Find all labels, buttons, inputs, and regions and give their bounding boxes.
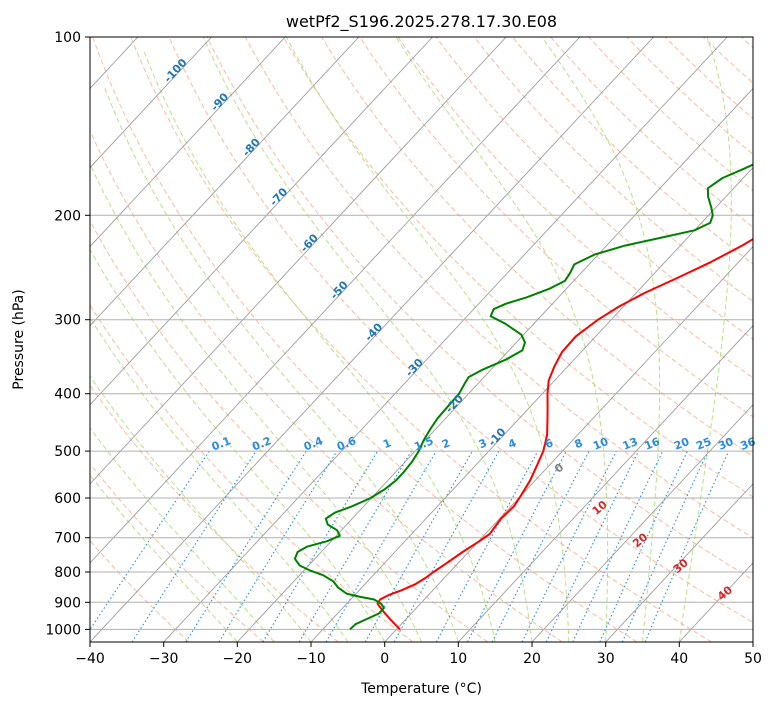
x-tick-label: 50 (744, 651, 762, 667)
mixing-ratio-line (491, 450, 590, 642)
y-tick-label: 400 (54, 387, 81, 403)
mixing-ratio-line (185, 450, 307, 642)
isotherm-line (90, 37, 433, 406)
mixing-ratio-line (364, 450, 473, 642)
mixing-ratio-label: 2 (440, 436, 452, 451)
isotherm-line (457, 324, 753, 642)
dry-adiabat (244, 37, 753, 539)
mixing-ratio-label: 3 (477, 436, 489, 451)
x-tick-label: 30 (597, 651, 615, 667)
mixing-ratio-label: 13 (621, 435, 640, 453)
mixing-ratio-line (131, 450, 257, 642)
y-tick-label: 100 (54, 30, 81, 46)
x-tick-label: 10 (449, 651, 467, 667)
y-tick-label: 300 (54, 313, 81, 329)
mixing-ratio-line (435, 450, 539, 642)
y-axis-label: Pressure (hPa) (11, 289, 27, 389)
x-tick-label: −30 (149, 651, 179, 667)
dry-adiabat (168, 37, 753, 624)
mixing-ratio-label: 1 (381, 436, 393, 451)
isotherm-line (90, 37, 212, 169)
moist-adiabat (285, 37, 570, 642)
isotherm-line (531, 404, 753, 642)
moist-adiabat (541, 37, 661, 642)
y-tick-label: 500 (54, 444, 81, 460)
moist-adiabat (90, 248, 386, 642)
plot-frame (89, 36, 754, 643)
moist-adiabat (90, 474, 238, 642)
mixing-ratio-line (621, 450, 709, 642)
dry-adiabat (206, 37, 753, 581)
mixing-ratio-line (393, 450, 500, 642)
dewpoint-trace (293, 163, 753, 631)
x-tick-label: 40 (670, 651, 688, 667)
moist-adiabat (90, 316, 349, 642)
profile-traces (293, 163, 753, 631)
dry-adiabat (511, 37, 753, 265)
dry-adiabat (130, 37, 712, 642)
plot-area (90, 37, 753, 642)
y-tick-label: 800 (54, 565, 81, 581)
isotherm-line (90, 37, 654, 642)
moist-adiabat (678, 37, 732, 642)
dry-adiabat (282, 37, 753, 498)
background-lines (90, 37, 753, 642)
x-axis-label: Temperature (°C) (360, 681, 482, 697)
x-tick-label: −20 (223, 651, 253, 667)
mixing-ratio-label: 20 (672, 435, 691, 453)
isotherm-line (163, 37, 728, 642)
dry-adiabat (588, 37, 753, 192)
x-axis: −40 −30 −20 −10 0 10 20 30 40 50 (75, 642, 762, 667)
dry-adiabat (92, 37, 638, 642)
dry-adiabat (435, 37, 753, 340)
mixing-ratio-label: 10 (591, 435, 610, 453)
y-axis: 1000 900 800 700 600 500 400 300 200 100 (45, 30, 90, 638)
moist-adiabat (90, 427, 275, 642)
dry-adiabat (397, 37, 753, 379)
isotherm-line (605, 483, 753, 642)
y-tick-label: 900 (54, 595, 81, 611)
mixing-ratio-label: 8 (573, 436, 585, 451)
x-tick-label: −40 (75, 651, 105, 667)
moist-adiabat (143, 51, 496, 642)
grid (90, 37, 753, 642)
dry-adiabat (90, 129, 563, 642)
dry-adiabat (90, 304, 414, 642)
isotherm-line (236, 87, 753, 642)
y-tick-label: 200 (54, 208, 81, 224)
isotherm-line (90, 37, 581, 564)
isotherm-line (90, 37, 360, 327)
mixing-ratio-label: 30 (716, 435, 735, 453)
x-tick-label: −10 (296, 651, 326, 667)
dry-adiabat (321, 37, 753, 458)
moist-adiabat (90, 375, 312, 642)
isotherm-line (90, 37, 286, 248)
isotherm-line (310, 166, 753, 642)
moist-adiabat (395, 37, 609, 642)
moist-adiabat (202, 37, 533, 642)
x-tick-label: 20 (523, 651, 541, 667)
dry-adiabat (90, 219, 488, 642)
y-tick-label: 1000 (45, 622, 81, 638)
y-tick-label: 700 (54, 531, 81, 547)
mixing-ratio-line (262, 450, 379, 642)
chart-title: wetPf2_S196.2025.278.17.30.E08 (286, 12, 557, 32)
isotherm-line (90, 37, 507, 485)
mixing-ratio-label: 16 (643, 435, 662, 453)
temperature-trace (376, 237, 753, 631)
mixing-ratio-line (521, 450, 617, 642)
y-tick-label: 600 (54, 491, 81, 507)
x-tick-label: 0 (380, 651, 389, 667)
mixing-ratio-line (90, 450, 210, 631)
mixing-ratio-line (218, 450, 338, 642)
mixing-ratio-label: 25 (694, 435, 713, 453)
